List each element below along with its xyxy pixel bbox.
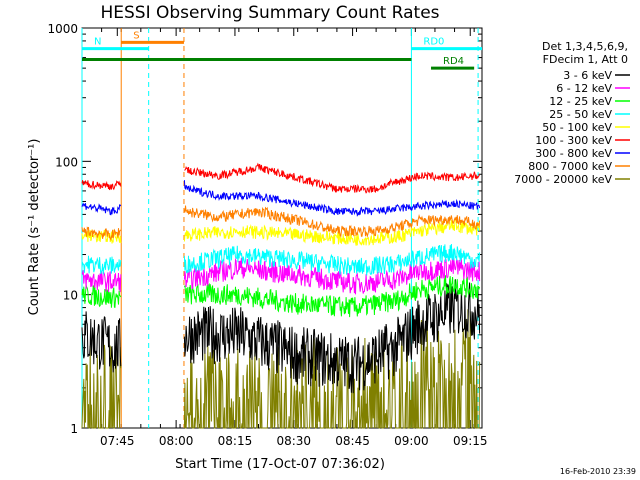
legend-header-line-1: Det 1,3,4,5,6,9, xyxy=(542,40,628,53)
x-tick-label: 07:45 xyxy=(100,434,135,448)
series-line xyxy=(81,218,481,246)
x-tick-label: 09:15 xyxy=(453,434,488,448)
series-line xyxy=(81,180,481,217)
x-tick-label: 08:30 xyxy=(276,434,311,448)
legend: Det 1,3,4,5,6,9, FDecim 1, Att 0 3 - 6 k… xyxy=(514,40,630,186)
annotation-label: RD0 xyxy=(423,37,444,48)
annotation-label: RD4 xyxy=(443,56,464,67)
y-tick-label: 100 xyxy=(55,155,78,169)
legend-label: 50 - 100 keV xyxy=(542,121,612,134)
annotation-bars: S N RD0 RD4 xyxy=(82,30,482,70)
x-tick-label: 08:15 xyxy=(218,434,253,448)
y-axis-label: Count Rate (s⁻¹ detector⁻¹) xyxy=(27,139,42,316)
y-tick-label: 1000 xyxy=(47,22,78,36)
y-tick-label: 1 xyxy=(70,422,78,436)
x-axis-label: Start Time (17-Oct-07 07:36:02) xyxy=(175,457,385,472)
x-tick-label: 08:00 xyxy=(159,434,194,448)
legend-label: 100 - 300 keV xyxy=(535,134,612,147)
series-line xyxy=(81,205,481,242)
series-line xyxy=(81,279,481,394)
legend-label: 6 - 12 keV xyxy=(556,82,612,95)
legend-label: 7000 - 20000 keV xyxy=(514,173,612,186)
series-line xyxy=(81,309,481,429)
legend-label: 25 - 50 keV xyxy=(549,108,612,121)
legend-label: 800 - 7000 keV xyxy=(528,160,612,173)
legend-label: 3 - 6 keV xyxy=(563,69,612,82)
footer-date: 16-Feb-2010 23:39 xyxy=(560,467,636,476)
series-line xyxy=(81,162,481,194)
y-tick-label: 10 xyxy=(63,289,78,303)
legend-header-line-2: FDecim 1, Att 0 xyxy=(543,53,628,66)
series-line xyxy=(81,243,481,276)
x-tick-label: 09:00 xyxy=(394,434,429,448)
legend-label: 12 - 25 keV xyxy=(549,95,612,108)
chart-title: HESSI Observing Summary Count Rates xyxy=(100,3,439,23)
series-line xyxy=(81,275,481,318)
legend-label: 300 - 800 keV xyxy=(535,147,612,160)
vertical-markers xyxy=(81,28,479,428)
series-layer xyxy=(81,162,481,429)
x-tick-label: 08:45 xyxy=(335,434,370,448)
annotation-label: N xyxy=(94,37,101,48)
annotation-label: S xyxy=(133,30,139,41)
